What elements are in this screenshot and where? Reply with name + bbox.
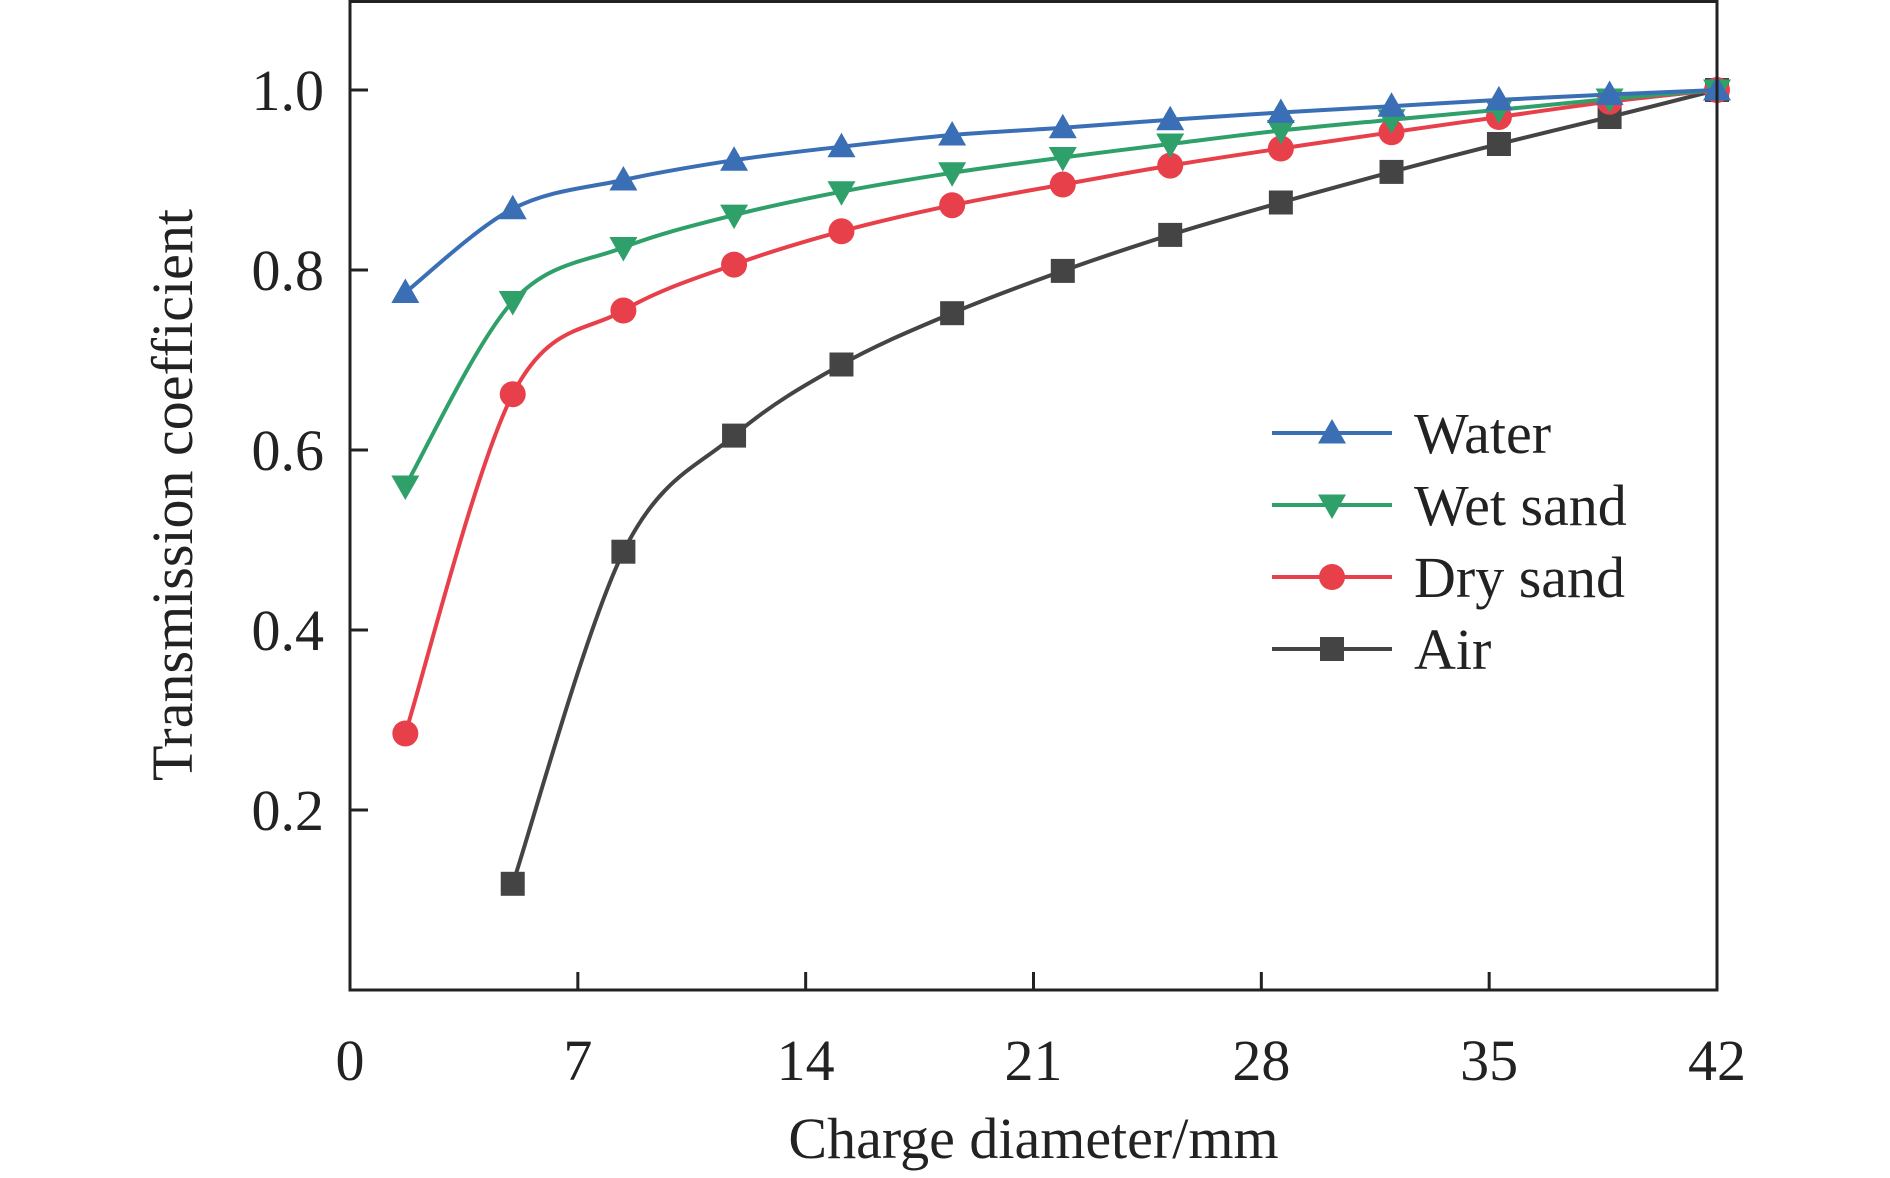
data-point-water xyxy=(1484,85,1513,111)
legend-entry-wet-sand: Wet sand xyxy=(1272,473,1627,538)
data-point-air xyxy=(829,352,854,377)
data-point-air xyxy=(1268,190,1293,215)
legend-marker-water xyxy=(1318,419,1346,444)
data-point-water xyxy=(1048,113,1077,139)
y-tick-label: 0.8 xyxy=(252,238,325,303)
data-point-water xyxy=(1156,105,1185,131)
data-point-wet-sand xyxy=(938,162,967,187)
x-axis-label: Charge diameter/mm xyxy=(788,1106,1278,1171)
data-point-air xyxy=(500,871,525,896)
legend-entry-water: Water xyxy=(1272,401,1551,466)
data-point-wet-sand xyxy=(609,237,638,262)
data-point-water xyxy=(720,146,749,171)
data-point-air xyxy=(940,301,965,326)
x-tick-label: 0 xyxy=(336,1028,365,1093)
y-tick-label: 0.6 xyxy=(252,418,325,483)
data-point-dry-sand xyxy=(1267,135,1294,162)
data-point-water xyxy=(609,166,638,191)
legend-entry-dry-sand: Dry sand xyxy=(1272,545,1625,610)
data-point-wet-sand xyxy=(1048,147,1077,172)
legend-entry-air: Air xyxy=(1272,617,1491,682)
data-point-dry-sand xyxy=(392,720,419,747)
legend: Water Wet sand Dry sand Air xyxy=(1272,401,1627,682)
series-water xyxy=(391,76,1731,303)
legend-label-water: Water xyxy=(1414,401,1551,466)
data-point-air xyxy=(722,423,747,448)
y-tick-label: 0.2 xyxy=(252,778,325,843)
data-point-dry-sand xyxy=(499,381,526,408)
data-point-wet-sand xyxy=(1266,120,1295,145)
y-tick-label: 0.4 xyxy=(252,598,325,663)
x-tick-label: 35 xyxy=(1460,1028,1518,1093)
data-point-wet-sand xyxy=(827,181,856,206)
legend-marker-wet-sand xyxy=(1318,494,1346,519)
tick-labels: 0 7 14 21 28 35 42 0.2 0.4 0.6 0.8 1.0 xyxy=(252,58,1747,1093)
data-point-dry-sand xyxy=(939,192,966,219)
data-point-water xyxy=(391,278,420,303)
y-axis-label: Transmission coefficient xyxy=(140,209,205,781)
data-point-dry-sand xyxy=(1157,152,1184,179)
data-point-water xyxy=(827,132,856,158)
x-tick-label: 7 xyxy=(563,1028,592,1093)
data-point-air xyxy=(1486,132,1511,156)
data-point-wet-sand xyxy=(498,291,527,316)
x-tick-label: 28 xyxy=(1232,1028,1290,1093)
data-point-water xyxy=(938,121,967,146)
data-point-air xyxy=(1050,258,1075,283)
data-point-water xyxy=(1595,80,1624,105)
data-point-dry-sand xyxy=(828,218,855,245)
data-point-water xyxy=(1377,92,1406,117)
tick-marks xyxy=(350,88,1491,990)
data-point-air xyxy=(1158,222,1183,247)
data-point-dry-sand xyxy=(610,297,637,324)
legend-label-wet-sand: Wet sand xyxy=(1414,473,1627,538)
data-point-air xyxy=(611,539,636,564)
y-tick-label: 1.0 xyxy=(252,58,325,123)
legend-marker-dry-sand xyxy=(1319,564,1345,590)
series-air xyxy=(500,78,1729,896)
x-tick-label: 14 xyxy=(777,1028,835,1093)
data-point-wet-sand xyxy=(391,475,420,500)
data-point-air xyxy=(1379,159,1404,184)
data-point-wet-sand xyxy=(720,204,749,230)
legend-label-dry-sand: Dry sand xyxy=(1414,545,1625,610)
data-point-dry-sand xyxy=(721,251,748,278)
x-tick-label: 42 xyxy=(1688,1028,1746,1093)
series-dry-sand xyxy=(392,77,1730,747)
plot-area xyxy=(391,76,1731,896)
x-tick-label: 21 xyxy=(1005,1028,1063,1093)
legend-label-air: Air xyxy=(1414,617,1491,682)
legend-marker-air xyxy=(1320,637,1344,661)
data-point-dry-sand xyxy=(1049,171,1076,198)
data-point-wet-sand xyxy=(1156,133,1185,158)
data-point-water xyxy=(1266,98,1295,123)
data-point-water xyxy=(498,194,527,220)
